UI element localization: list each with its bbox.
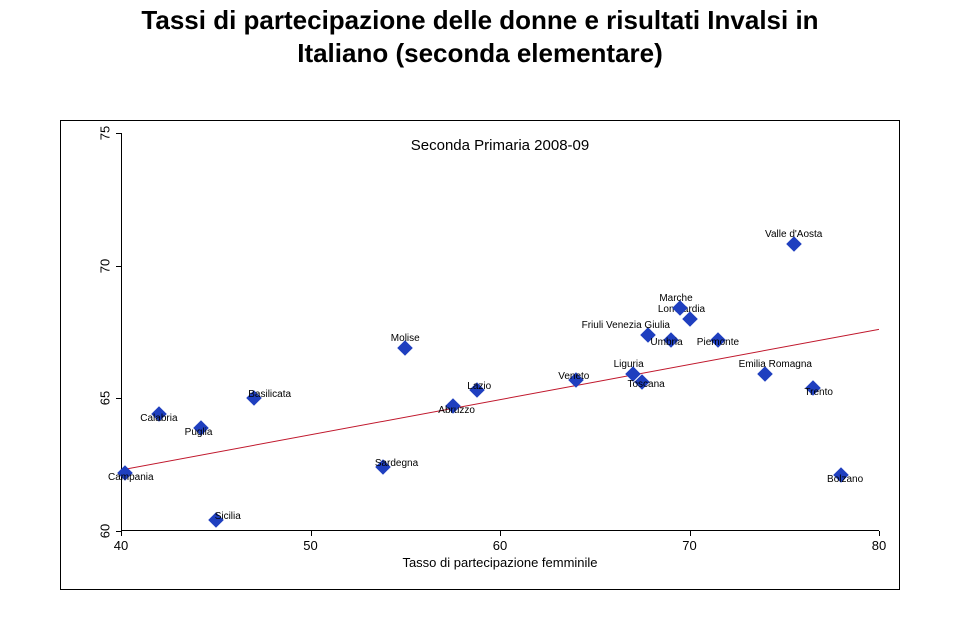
data-point-label: Trento xyxy=(804,387,833,398)
x-tick xyxy=(879,531,880,536)
x-tick-label: 80 xyxy=(872,538,886,553)
y-tick xyxy=(116,398,121,399)
regression-line xyxy=(121,133,879,531)
page-title-line2: Italiano (seconda elementare) xyxy=(0,37,960,70)
y-tick-label: 65 xyxy=(98,391,113,405)
x-tick-label: 50 xyxy=(303,538,317,553)
y-tick xyxy=(116,531,121,532)
page-title-line1: Tassi di partecipazione delle donne e ri… xyxy=(0,4,960,37)
x-tick xyxy=(121,531,122,536)
x-tick-label: 60 xyxy=(493,538,507,553)
data-point-label: Piemonte xyxy=(697,337,739,348)
chart-panel: Seconda Primaria 2008-09 CalabriaPugliaC… xyxy=(60,120,900,590)
x-tick-label: 40 xyxy=(114,538,128,553)
y-tick-label: 60 xyxy=(98,524,113,538)
data-point-label: Toscana xyxy=(628,379,665,390)
data-point-label: Basilicata xyxy=(248,389,291,400)
data-point-label: Calabria xyxy=(140,413,177,424)
x-tick xyxy=(690,531,691,536)
data-point-label: Molise xyxy=(391,333,420,344)
data-point-label: Valle d'Aosta xyxy=(765,229,822,240)
data-point-label: Sicilia xyxy=(215,511,241,522)
x-axis-label: Tasso di partecipazione femminile xyxy=(402,555,597,570)
data-point-label: Puglia xyxy=(185,427,213,438)
data-point-label: Liguria xyxy=(614,359,644,370)
data-point-label: Marche xyxy=(659,293,692,304)
data-point-label: Friuli Venezia Giulia xyxy=(582,320,670,331)
page-title: Tassi di partecipazione delle donne e ri… xyxy=(0,0,960,69)
y-tick xyxy=(116,133,121,134)
data-point-label: Lazio xyxy=(467,381,491,392)
x-tick-label: 70 xyxy=(682,538,696,553)
plot-area: CalabriaPugliaCampaniaBasilicataSiciliaM… xyxy=(121,133,879,531)
data-point-label: Campania xyxy=(108,472,154,483)
data-point-label: Umbria xyxy=(650,337,682,348)
y-tick-label: 75 xyxy=(98,126,113,140)
data-point-label: Sardegna xyxy=(375,458,418,469)
x-tick xyxy=(311,531,312,536)
x-tick xyxy=(500,531,501,536)
data-point-label: Veneto xyxy=(558,371,589,382)
y-tick xyxy=(116,266,121,267)
y-tick-label: 70 xyxy=(98,258,113,272)
data-point-label: Abruzzo xyxy=(438,405,475,416)
data-point-label: Bolzano xyxy=(827,474,863,485)
data-point-label: Emilia Romagna xyxy=(739,359,812,370)
